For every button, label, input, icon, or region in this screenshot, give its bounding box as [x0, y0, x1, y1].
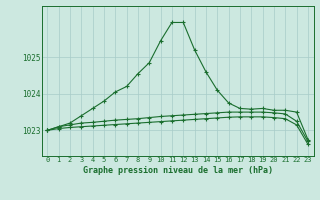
X-axis label: Graphe pression niveau de la mer (hPa): Graphe pression niveau de la mer (hPa)	[83, 166, 273, 175]
